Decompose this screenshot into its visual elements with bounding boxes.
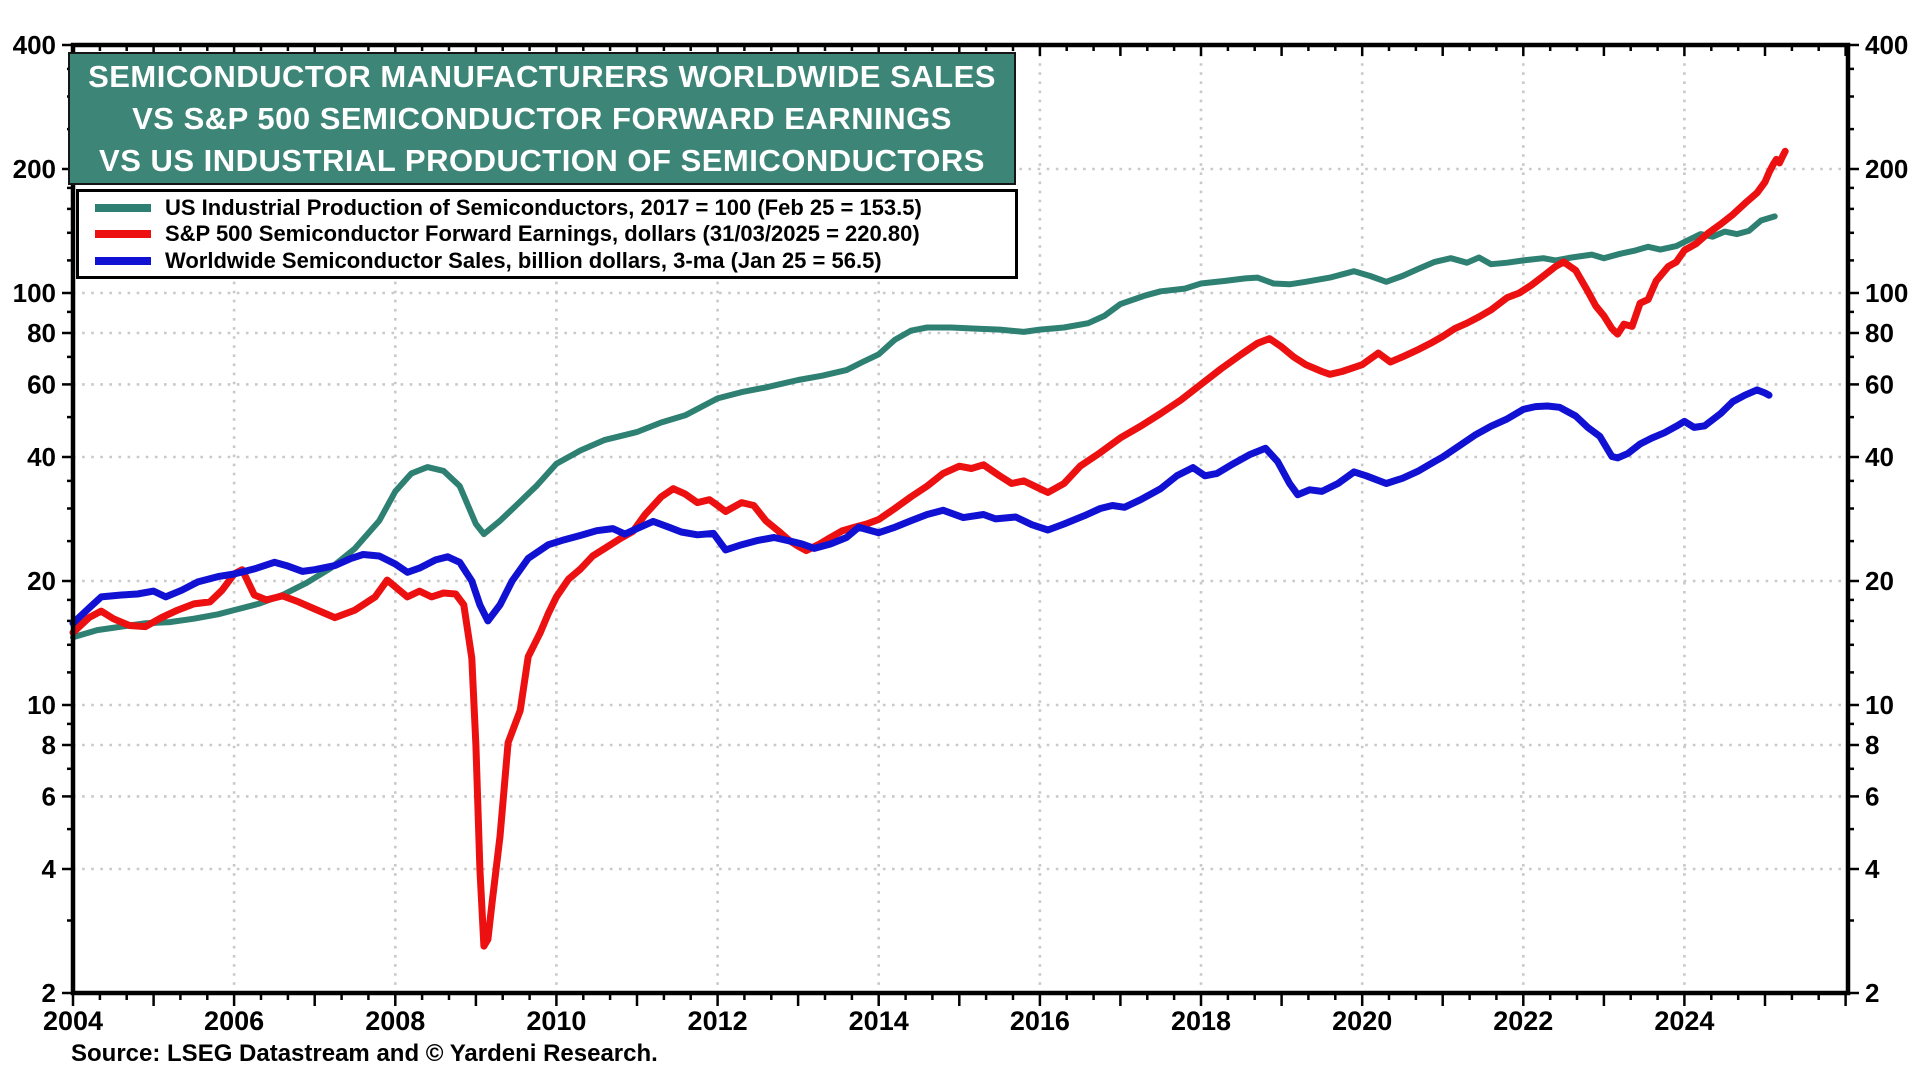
y-axis-label-right: 20 [1865, 566, 1894, 596]
y-axis-label-left: 6 [42, 781, 56, 811]
legend-swatch-teal-line-icon [95, 203, 151, 212]
y-axis-label-right: 200 [1865, 154, 1908, 184]
y-axis-label-right: 100 [1865, 278, 1908, 308]
x-axis-label: 2014 [849, 1006, 909, 1036]
y-axis-label-left: 10 [27, 690, 56, 720]
x-axis-label: 2016 [1010, 1006, 1070, 1036]
x-axis-label: 2024 [1654, 1006, 1714, 1036]
x-axis-label: 2022 [1493, 1006, 1553, 1036]
legend-label-forward-earnings: S&P 500 Semiconductor Forward Earnings, … [165, 221, 920, 246]
y-axis-label-left: 8 [42, 730, 56, 760]
y-axis-label-left: 400 [13, 30, 56, 60]
chart-title-box: SEMICONDUCTOR MANUFACTURERS WORLDWIDE SA… [68, 52, 1016, 185]
y-axis-label-right: 6 [1865, 781, 1879, 811]
legend-item-forward-earnings: S&P 500 Semiconductor Forward Earnings, … [79, 221, 1015, 247]
legend-swatch-red-line-icon [95, 230, 151, 238]
chart-title-line-2: VS S&P 500 SEMICONDUCTOR FORWARD EARNING… [132, 100, 952, 136]
legend-item-worldwide-sales: Worldwide Semiconductor Sales, billion d… [79, 248, 1015, 274]
y-axis-label-right: 40 [1865, 442, 1894, 472]
legend-label-worldwide-sales: Worldwide Semiconductor Sales, billion d… [165, 247, 882, 273]
legend-item-industrial-production: US Industrial Production of Semiconducto… [79, 195, 1015, 221]
source-attribution: Source: LSEG Datastream and © Yardeni Re… [71, 1040, 658, 1067]
x-axis-label: 2020 [1332, 1006, 1392, 1036]
series-line-2 [69, 386, 1773, 627]
x-axis-label: 2004 [43, 1006, 103, 1036]
x-axis-label: 2010 [526, 1006, 586, 1036]
y-axis-label-right: 60 [1865, 369, 1894, 399]
y-axis-label-left: 100 [13, 278, 56, 308]
y-axis-label-left: 200 [13, 154, 56, 184]
y-axis-label-left: 60 [27, 369, 56, 399]
y-axis-label-left: 2 [42, 978, 56, 1008]
x-axis-label: 2006 [204, 1006, 264, 1036]
series-line-1 [69, 147, 1789, 950]
chart-title-line-1: SEMICONDUCTOR MANUFACTURERS WORLDWIDE SA… [88, 58, 996, 94]
y-axis-label-right: 8 [1865, 730, 1879, 760]
y-axis-label-right: 4 [1865, 854, 1880, 884]
x-axis-label: 2008 [365, 1006, 425, 1036]
plot-border [70, 42, 1851, 996]
y-axis-label-right: 2 [1865, 978, 1879, 1008]
y-axis-label-left: 40 [27, 442, 56, 472]
series-line-0 [70, 213, 1778, 641]
legend-swatch-blue-line-icon [95, 256, 151, 265]
y-axis-label-left: 80 [27, 318, 56, 348]
legend-label-industrial-production: US Industrial Production of Semiconducto… [165, 194, 922, 220]
x-axis-label: 2012 [688, 1006, 748, 1036]
y-axis-label-right: 400 [1865, 30, 1908, 60]
y-axis-label-left: 4 [42, 854, 57, 884]
x-axis-label: 2018 [1171, 1006, 1231, 1036]
chart-title-line-3: VS US INDUSTRIAL PRODUCTION OF SEMICONDU… [99, 142, 985, 178]
legend-box: US Industrial Production of Semiconducto… [76, 189, 1018, 279]
y-axis-label-right: 10 [1865, 690, 1894, 720]
y-axis-label-left: 20 [27, 566, 56, 596]
y-axis-label-right: 80 [1865, 318, 1894, 348]
